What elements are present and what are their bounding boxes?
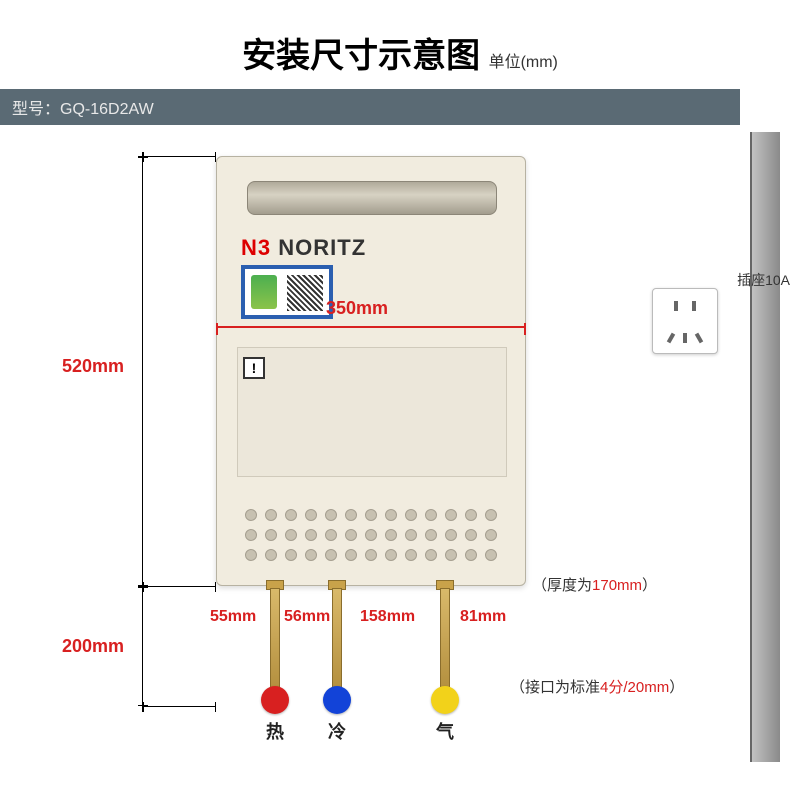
dim-height-line <box>142 156 143 586</box>
offset-1: 55mm <box>210 608 256 626</box>
dim-gap-line <box>142 586 143 706</box>
exhaust-vent <box>247 181 497 215</box>
cap-hot <box>261 686 289 714</box>
cap-hot-label: 热 <box>266 718 284 744</box>
outlet-label: 插座10A <box>737 270 790 290</box>
pipe-gas <box>440 588 450 692</box>
connector-note: （接口为标准4分/20mm） <box>510 676 684 697</box>
diagram-stage: 520mm 200mm N3 NORITZ ! 350mm 插座10A （厚度为… <box>0 120 800 800</box>
unit-label: 单位(mm) <box>489 54 558 71</box>
heater-unit: N3 NORITZ ! <box>216 156 526 586</box>
dim-width-line <box>216 326 526 328</box>
dim-height-top-tick <box>142 156 216 157</box>
dim-gap-label: 200mm <box>62 636 124 657</box>
power-outlet <box>652 288 718 354</box>
offset-2: 56mm <box>284 608 330 626</box>
thickness-note: （厚度为170mm） <box>532 574 657 595</box>
brand-accent: N3 <box>241 235 271 260</box>
dim-height-bottom-tick <box>142 586 216 587</box>
offset-3: 158mm <box>360 608 415 626</box>
brand-name: NORITZ <box>278 235 366 260</box>
connector-prefix: （接口为标准 <box>510 679 600 696</box>
cap-gas-label: 气 <box>436 718 454 744</box>
page-title: 安装尺寸示意图 <box>242 37 480 75</box>
connector-value: 4分/20mm <box>600 679 669 696</box>
model-value: GQ-16D2AW <box>60 101 154 118</box>
model-label: 型号： <box>12 101 60 118</box>
dim-height-label: 520mm <box>62 356 124 377</box>
energy-sticker <box>241 265 333 319</box>
offset-4: 81mm <box>460 608 506 626</box>
cap-gas <box>431 686 459 714</box>
connector-suffix: ） <box>669 679 684 696</box>
pipe-cold <box>332 588 342 692</box>
pipe-hot <box>270 588 280 692</box>
wall-right <box>752 132 780 762</box>
wall-right-edge <box>750 132 752 762</box>
spec-panel <box>237 347 507 477</box>
thickness-value: 170mm <box>592 577 642 594</box>
dim-width-label: 350mm <box>326 298 388 319</box>
dim-gap-bottom-tick <box>142 706 216 707</box>
thickness-prefix: （厚度为 <box>532 577 592 594</box>
thickness-suffix: ） <box>642 577 657 594</box>
warning-badge: ! <box>243 357 265 379</box>
brand-logo: N3 NORITZ <box>241 235 366 261</box>
air-intake-grid <box>245 509 499 563</box>
cap-cold <box>323 686 351 714</box>
cap-cold-label: 冷 <box>328 718 346 744</box>
